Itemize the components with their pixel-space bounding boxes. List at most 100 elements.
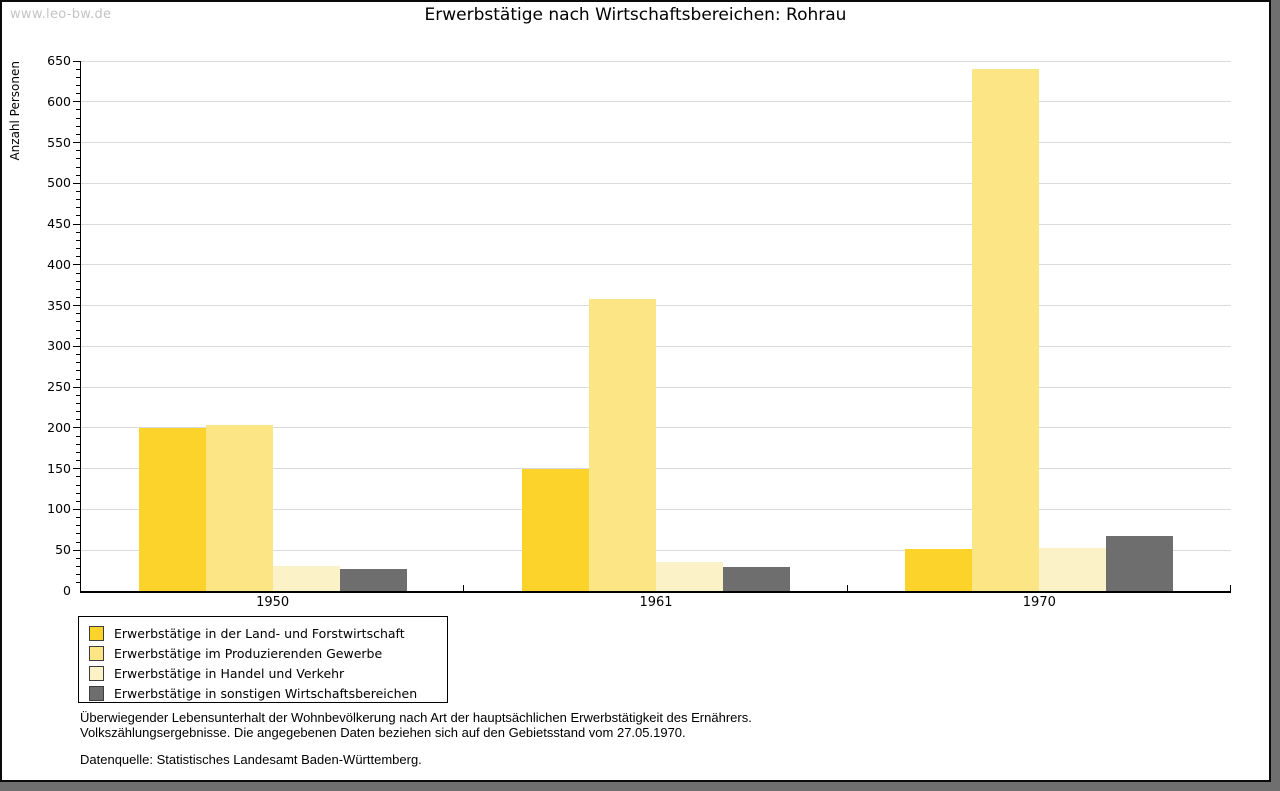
y-minor-tick <box>76 541 80 543</box>
legend-label: Erwerbstätige im Produzierenden Gewerbe <box>114 645 383 661</box>
y-minor-tick <box>76 313 80 315</box>
y-minor-tick <box>76 574 80 576</box>
chart-footnote: Überwiegender Lebensunterhalt der Wohnbe… <box>80 710 752 767</box>
bar <box>972 69 1040 591</box>
y-minor-tick <box>76 125 80 127</box>
legend: Erwerbstätige in der Land- und Forstwirt… <box>78 616 448 703</box>
y-minor-tick <box>76 117 80 119</box>
y-minor-tick <box>76 525 80 527</box>
y-minor-tick <box>76 256 80 258</box>
y-major-tick <box>73 345 80 347</box>
gridline <box>81 468 1231 470</box>
x-tick-label: 1950 <box>256 595 290 610</box>
y-minor-tick <box>76 443 80 445</box>
y-tick-label: 100 <box>47 501 71 517</box>
y-tick-label: 350 <box>47 297 71 313</box>
y-minor-tick <box>76 158 80 160</box>
y-tick-label: 150 <box>47 460 71 476</box>
footnote-line: Überwiegender Lebensunterhalt der Wohnbe… <box>80 710 752 725</box>
y-minor-tick <box>76 451 80 453</box>
y-minor-tick <box>76 199 80 201</box>
legend-row: Erwerbstätige in Handel und Verkehr <box>89 663 447 683</box>
y-minor-tick <box>76 533 80 535</box>
y-minor-tick <box>76 296 80 298</box>
y-minor-tick <box>76 248 80 250</box>
gridline <box>81 508 1231 510</box>
gridline <box>81 182 1231 184</box>
y-major-tick <box>73 182 80 184</box>
gridline <box>81 305 1231 307</box>
y-major-tick <box>73 101 80 103</box>
y-minor-tick <box>76 190 80 192</box>
y-minor-tick <box>76 362 80 364</box>
y-minor-tick <box>76 166 80 168</box>
gridline <box>81 60 1231 62</box>
y-tick-label: 600 <box>47 93 71 109</box>
y-major-tick <box>73 508 80 510</box>
legend-row: Erwerbstätige in sonstigen Wirtschaftsbe… <box>89 683 447 703</box>
y-minor-tick <box>76 174 80 176</box>
y-tick-label: 500 <box>47 175 71 191</box>
bar <box>138 427 206 591</box>
legend-swatch-icon <box>89 685 104 701</box>
y-minor-tick <box>76 272 80 274</box>
gridline <box>81 101 1231 103</box>
y-minor-tick <box>76 329 80 331</box>
legend-swatch-icon <box>89 625 104 641</box>
y-tick-label: 450 <box>47 216 71 232</box>
y-minor-tick <box>76 492 80 494</box>
legend-row: Erwerbstätige in der Land- und Forstwirt… <box>89 623 447 643</box>
y-minor-tick <box>76 207 80 209</box>
bar <box>656 561 723 591</box>
y-major-tick <box>73 386 80 388</box>
gridline <box>81 142 1231 144</box>
gridline <box>81 264 1231 266</box>
data-source: Datenquelle: Statistisches Landesamt Bad… <box>80 752 422 767</box>
y-minor-tick <box>76 402 80 404</box>
y-major-tick <box>73 223 80 225</box>
y-minor-tick <box>76 354 80 356</box>
y-minor-tick <box>76 231 80 233</box>
y-minor-tick <box>76 288 80 290</box>
legend-row: Erwerbstätige im Produzierenden Gewerbe <box>89 643 447 663</box>
bar <box>205 425 273 591</box>
y-major-tick <box>73 468 80 470</box>
y-minor-tick <box>76 93 80 95</box>
y-tick-label: 650 <box>47 53 71 68</box>
y-minor-tick <box>76 500 80 502</box>
y-major-tick <box>73 427 80 429</box>
y-minor-tick <box>76 557 80 559</box>
y-minor-tick <box>76 484 80 486</box>
y-minor-tick <box>76 84 80 86</box>
y-minor-tick <box>76 419 80 421</box>
y-major-tick <box>73 142 80 144</box>
y-tick-label: 0 <box>63 583 71 598</box>
bar <box>1106 535 1174 591</box>
bar <box>339 569 407 591</box>
y-minor-tick <box>76 280 80 282</box>
x-tick-label: 1961 <box>639 595 673 610</box>
y-minor-tick <box>76 76 80 78</box>
y-minor-tick <box>76 68 80 70</box>
y-major-tick <box>73 305 80 307</box>
y-minor-tick <box>76 150 80 152</box>
gridline <box>81 345 1231 347</box>
y-minor-tick <box>76 337 80 339</box>
y-major-tick <box>73 60 80 62</box>
y-axis-label: Anzahl Personen <box>8 61 22 161</box>
y-tick-label: 200 <box>47 419 71 435</box>
y-minor-tick <box>76 517 80 519</box>
y-minor-tick <box>76 566 80 568</box>
y-minor-tick <box>76 582 80 584</box>
chart-title: Erwerbstätige nach Wirtschaftsbereichen:… <box>424 5 847 25</box>
x-boundary-tick <box>846 585 848 591</box>
gridline <box>81 549 1231 551</box>
y-tick-label: 250 <box>47 379 71 395</box>
plot-area: 0 50 100 150 200 250 300 350 400 450 500 550 600 650 1… <box>47 54 1231 610</box>
legend-label: Erwerbstätige in der Land- und Forstwirt… <box>114 625 405 641</box>
y-tick-label: 400 <box>47 256 71 272</box>
bar <box>905 549 973 591</box>
y-tick-label: 300 <box>47 338 71 354</box>
y-minor-tick <box>76 394 80 396</box>
